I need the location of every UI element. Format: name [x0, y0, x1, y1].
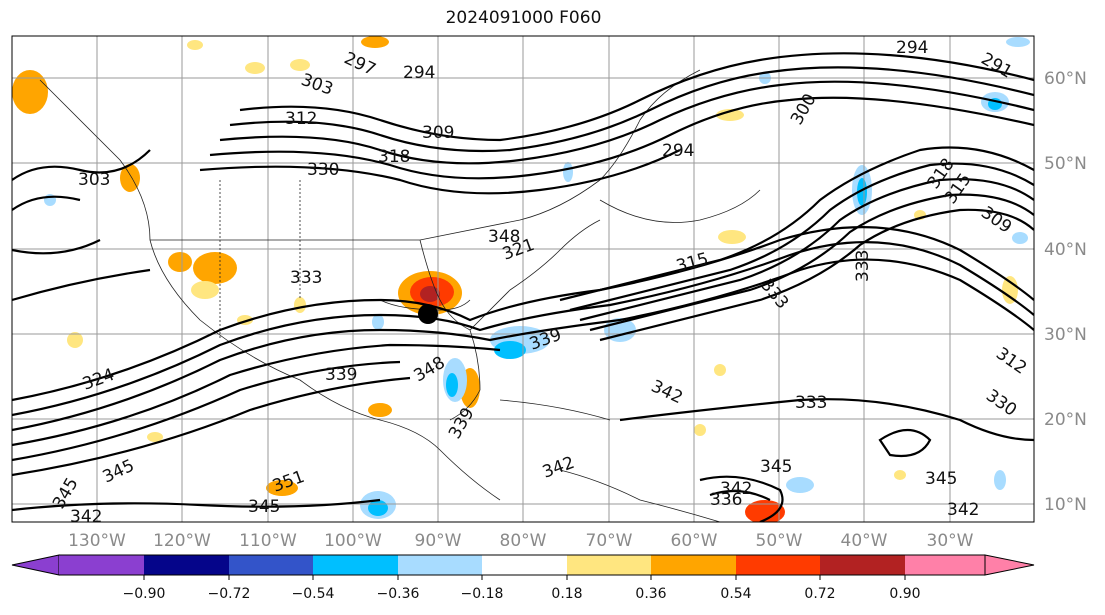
colorbar-tick: 0.90	[889, 586, 920, 602]
contour-label: 342	[720, 479, 752, 499]
contour-label: 339	[325, 365, 357, 385]
colorbar-segment	[11, 554, 60, 576]
lat-label: 50°N	[1044, 154, 1087, 174]
colorbar-tick: 0.18	[551, 586, 582, 602]
contour-label: 342	[947, 500, 979, 520]
coastlines	[39, 69, 761, 522]
lon-label: 40°W	[841, 531, 888, 551]
contour-labels: 294 291 297 294 303 312 309 318 330 303 …	[49, 38, 1030, 527]
lon-label: 110°W	[239, 531, 297, 551]
lon-label: 90°W	[415, 531, 462, 551]
colorbar-segment	[229, 555, 313, 575]
colorbar-segment	[905, 555, 985, 575]
contour-label: 345	[760, 457, 792, 477]
colorbar-tick: −0.54	[292, 586, 335, 602]
lon-label: 60°W	[671, 531, 718, 551]
lat-label: 60°N	[1044, 69, 1087, 89]
colorbar-segment	[313, 555, 398, 575]
contour-label: 309	[422, 123, 454, 143]
lon-label: 30°W	[927, 531, 974, 551]
height-contours	[12, 52, 1034, 522]
colorbar-segment	[736, 555, 820, 575]
contour-label: 318	[378, 147, 410, 167]
colorbar-segment	[59, 555, 144, 575]
lat-label: 40°N	[1044, 240, 1087, 260]
lon-label: 70°W	[586, 531, 633, 551]
lat-label: 30°N	[1044, 325, 1087, 345]
colorbar-segment	[482, 555, 567, 575]
contour-label: 348	[488, 227, 520, 247]
contour-label: 333	[290, 268, 322, 288]
contour-label: 345	[248, 497, 280, 517]
lon-label: 130°W	[68, 531, 126, 551]
colorbar-tick: −0.72	[208, 586, 251, 602]
contour-label: 294	[403, 63, 435, 83]
contour-label: 345	[925, 469, 957, 489]
colorbar-tick: 0.54	[720, 586, 751, 602]
map-frame	[11, 35, 1035, 523]
lon-label: 50°W	[756, 531, 803, 551]
contour-label: 330	[307, 160, 339, 180]
contour-label: 294	[896, 38, 928, 58]
colorbar-tick: −0.18	[461, 586, 504, 602]
contour-label: 333	[853, 250, 873, 282]
colorbar-tick: 0.36	[635, 586, 666, 602]
longitude-labels: 130°W 120°W 110°W 100°W 90°W 80°W 70°W 6…	[68, 531, 974, 551]
colorbar-segment	[144, 555, 229, 575]
colorbar-tick: 0.72	[804, 586, 835, 602]
graticule	[12, 36, 1034, 522]
latitude-labels: 60°N 50°N 40°N 30°N 20°N 10°N	[1044, 69, 1087, 515]
contour-label: 342	[70, 507, 102, 527]
contour-label: 294	[662, 141, 694, 161]
contour-label: 312	[285, 109, 317, 129]
colorbar-segment	[984, 554, 1035, 576]
storm-marker	[418, 304, 438, 324]
contour-label: 333	[795, 393, 827, 413]
colorbar-tick: −0.90	[123, 586, 166, 602]
colorbar-segment	[398, 555, 482, 575]
lat-label: 20°N	[1044, 410, 1087, 430]
lon-label: 80°W	[500, 531, 547, 551]
lat-label: 10°N	[1044, 495, 1087, 515]
map-title: 2024091000 F060	[445, 8, 602, 28]
lon-label: 100°W	[324, 531, 382, 551]
colorbar-segment	[651, 555, 736, 575]
lon-label: 120°W	[153, 531, 211, 551]
contour-label: 336	[710, 490, 742, 510]
colorbar-tick: −0.36	[377, 586, 420, 602]
map-panel	[12, 36, 1034, 522]
colorbar-segment	[820, 555, 905, 575]
colorbar-segment	[567, 555, 651, 575]
contour-label: 303	[78, 170, 110, 190]
colorbar: −0.90 −0.72 −0.54 −0.36 −0.18 0.18 0.36 …	[11, 554, 1035, 602]
